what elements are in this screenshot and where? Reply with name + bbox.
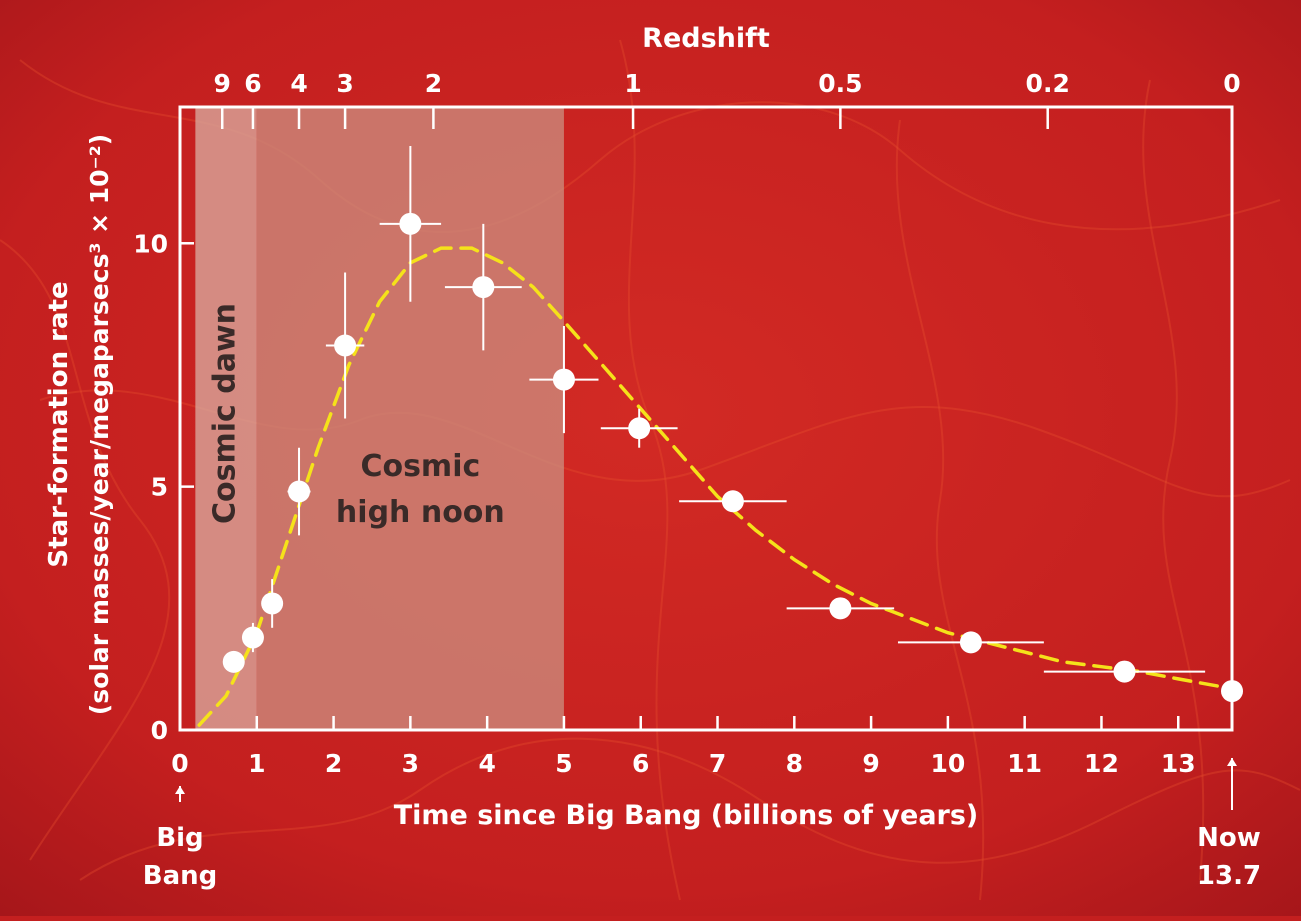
fit-curve-layer: [197, 246, 1234, 727]
y-tick-label-0: 0: [151, 716, 168, 745]
x-axis-title: Time since Big Bang (billions of years): [394, 800, 979, 831]
top-axis-title: Redshift: [642, 23, 770, 54]
redshift-tick-label-0: 0: [1223, 69, 1240, 98]
redshift-tick-label-2: 2: [425, 69, 442, 98]
data-point-14: [1221, 680, 1243, 703]
region-label-cosmic-dawn: Cosmic dawn: [208, 303, 243, 524]
region-cosmic-dawn: [195, 107, 257, 730]
x-tick-label-2: 2: [325, 749, 342, 778]
big-bang-arrow-head: [175, 786, 185, 794]
plot-frame: [178, 105, 1234, 732]
redshift-tick-label-3: 3: [336, 69, 353, 98]
fit-curve-line: [197, 246, 1234, 727]
data-point-8: [552, 368, 575, 391]
redshift-tick-label-0.5: 0.5: [818, 69, 862, 98]
data-point-7: [472, 276, 495, 299]
x-tick-label-12: 12: [1084, 749, 1119, 778]
y-tick-label-5: 5: [151, 473, 168, 502]
x-tick-label-4: 4: [478, 749, 495, 778]
x-tick-label-13: 13: [1161, 749, 1196, 778]
y-tick-label-10: 10: [133, 229, 168, 258]
data-point-4: [288, 480, 311, 503]
x-tick-label-1: 1: [248, 749, 265, 778]
big-bang-label-line1: Big: [156, 823, 203, 853]
data-point-6: [399, 212, 422, 235]
labels-layer: Redshift Time since Big Bang (billions of…: [44, 23, 1261, 891]
x-tick-label-0: 0: [171, 749, 188, 778]
big-bang-label-line2: Bang: [143, 861, 217, 891]
data-point-10: [721, 490, 744, 513]
x-tick-label-3: 3: [402, 749, 419, 778]
data-point-3: [261, 592, 284, 615]
y-axis-title: Star-formation rate: [44, 281, 74, 567]
data-point-1: [222, 650, 245, 673]
data-point-12: [959, 631, 982, 654]
redshift-tick-label-1: 1: [624, 69, 641, 98]
data-point-11: [829, 597, 852, 620]
redshift-tick-label-9: 9: [214, 69, 231, 98]
region-label-cosmic-high-noon-line1: Cosmic: [360, 449, 480, 484]
x-tick-label-6: 6: [632, 749, 649, 778]
data-points-layer: [222, 145, 1243, 703]
data-point-13: [1113, 660, 1136, 683]
redshift-tick-label-0.2: 0.2: [1026, 69, 1070, 98]
now-label-line1: Now: [1197, 823, 1261, 853]
data-point-5: [334, 334, 357, 357]
x-tick-label-11: 11: [1007, 749, 1042, 778]
x-tick-label-5: 5: [555, 749, 572, 778]
x-tick-label-10: 10: [930, 749, 965, 778]
x-tick-label-9: 9: [862, 749, 879, 778]
x-tick-label-7: 7: [709, 749, 726, 778]
redshift-tick-label-6: 6: [244, 69, 261, 98]
data-point-9: [628, 417, 651, 440]
y-axis-units: (solar masses/year/megaparsecs³ × 10⁻²): [85, 134, 114, 715]
data-point-2: [241, 626, 264, 649]
region-label-cosmic-high-noon-line2: high noon: [336, 495, 505, 530]
x-tick-label-8: 8: [786, 749, 803, 778]
now-label-line2: 13.7: [1197, 861, 1261, 891]
redshift-tick-label-4: 4: [290, 69, 307, 98]
now-arrow-head: [1227, 758, 1237, 766]
